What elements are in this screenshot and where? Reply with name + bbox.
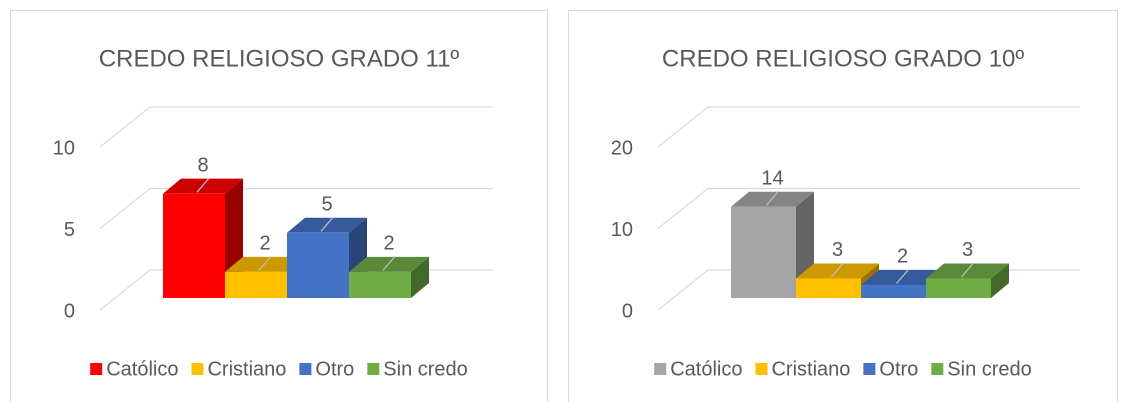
data-label: 2 (383, 233, 394, 255)
legend-label: Cristiano (771, 358, 850, 380)
legend-swatch (191, 363, 204, 375)
grid-line (99, 106, 493, 148)
legend-label: Otro (879, 358, 918, 380)
bar (225, 271, 287, 298)
grid-line (657, 106, 1080, 148)
bar-top (349, 256, 429, 272)
legend-label: Católico (106, 358, 178, 380)
bar-top (926, 263, 1009, 279)
data-label: 3 (962, 239, 973, 261)
grid-line (657, 187, 1080, 229)
leader-line (320, 216, 334, 232)
panel-border (10, 10, 548, 402)
leader-line (831, 262, 844, 278)
bar (731, 206, 796, 298)
y-tick-label: 5 (64, 219, 75, 241)
y-tick-label: 10 (53, 137, 75, 159)
legend-swatch (654, 363, 667, 375)
legend-swatch (299, 363, 312, 375)
legend-swatch (931, 363, 944, 375)
legend-label: Católico (670, 358, 742, 380)
legend-item: Sin credo (367, 358, 468, 380)
legend-swatch (367, 363, 380, 375)
bar-top (225, 256, 305, 272)
leader-line (961, 262, 974, 278)
data-label: 2 (897, 246, 908, 268)
bar-top (796, 263, 879, 279)
data-label: 8 (197, 154, 208, 176)
bar (163, 193, 225, 298)
panel-border (568, 10, 1118, 402)
grid-line (99, 187, 493, 229)
y-tick-label: 10 (611, 219, 633, 241)
bar (861, 284, 926, 298)
legend-swatch (90, 363, 103, 375)
bar-side (991, 263, 1009, 298)
chart-title: CREDO RELIGIOSO GRADO 10º (662, 45, 1024, 72)
bar (287, 232, 349, 298)
legend-item: Católico (90, 358, 178, 380)
legend-item: Católico (654, 358, 742, 380)
bar (926, 278, 991, 298)
bar (349, 271, 411, 298)
leader-line (258, 256, 272, 271)
bar-side (411, 256, 429, 298)
legend-item: Sin credo (931, 358, 1032, 380)
legend-label: Sin credo (947, 358, 1032, 380)
y-tick-label: 0 (64, 300, 75, 322)
legend-label: Otro (315, 358, 354, 380)
legend-item: Otro (863, 358, 918, 380)
y-tick-label: 0 (622, 300, 633, 322)
leader-line (766, 190, 779, 206)
leader-line (196, 177, 210, 193)
legend-label: Cristiano (207, 358, 286, 380)
bar (796, 278, 861, 298)
bar-top (731, 191, 814, 207)
data-label: 3 (832, 239, 843, 261)
legend-label: Sin credo (383, 358, 468, 380)
y-tick-label: 20 (611, 137, 633, 159)
legend-item: Otro (299, 358, 354, 380)
data-label: 5 (321, 194, 332, 216)
leader-line (382, 256, 396, 271)
chart-title: CREDO RELIGIOSO GRADO 11º (99, 45, 460, 72)
legend-swatch (863, 363, 876, 375)
bar-top (861, 269, 944, 285)
legend-item: Cristiano (755, 358, 850, 380)
legend-swatch (755, 363, 768, 375)
legend-item: Cristiano (191, 358, 286, 380)
bar-top (163, 178, 243, 194)
data-label: 14 (761, 168, 783, 190)
bar-top (287, 217, 367, 233)
leader-line (896, 269, 909, 284)
data-label: 2 (259, 233, 270, 255)
